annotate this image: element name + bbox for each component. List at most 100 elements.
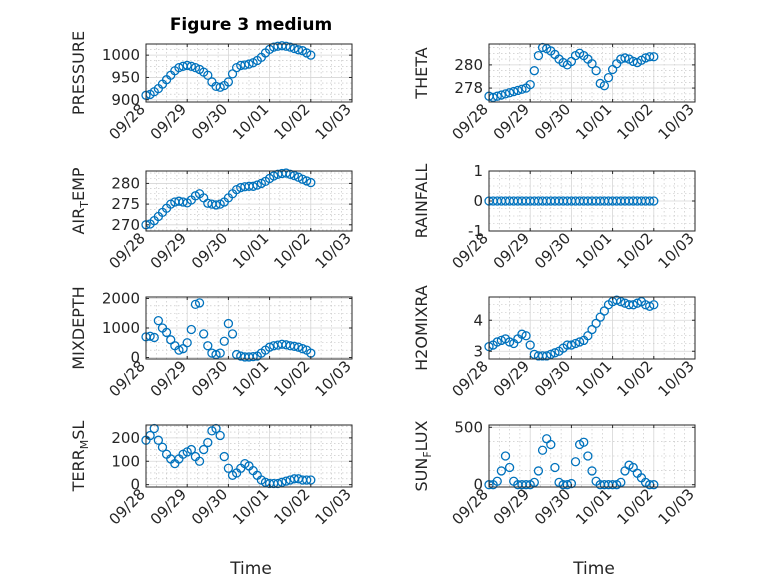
data-point xyxy=(269,171,279,181)
data-point xyxy=(570,457,581,467)
series-air-temp xyxy=(141,168,316,230)
subplot-grid: 900950100009/2809/2909/3010/0110/0210/03… xyxy=(69,31,698,528)
data-point xyxy=(599,306,610,316)
data-point xyxy=(587,466,597,476)
grid-lines xyxy=(146,44,352,102)
y-tick-label: 0 xyxy=(473,192,483,210)
y-axis-label: AIRTEMP xyxy=(69,167,91,234)
x-tick-label: 10/01 xyxy=(229,357,272,400)
data-point xyxy=(645,196,655,206)
data-point xyxy=(281,168,291,178)
x-tick-label: 10/02 xyxy=(613,485,656,528)
data-point xyxy=(186,324,196,335)
x-tick-label: 09/29 xyxy=(490,229,533,272)
x-tick-label: 09/30 xyxy=(531,229,574,272)
data-point xyxy=(215,348,225,358)
x-tick-label: 10/02 xyxy=(270,357,313,400)
subplot-4: -10109/2809/2909/3010/0110/0210/03RAINFA… xyxy=(412,162,698,272)
data-point xyxy=(293,45,304,55)
data-point xyxy=(302,176,312,186)
x-tick-label: 09/29 xyxy=(490,485,533,528)
x-tick-label: 10/01 xyxy=(229,485,272,528)
data-point xyxy=(537,445,548,455)
data-point xyxy=(521,331,531,341)
x-tick-label: 10/02 xyxy=(613,357,656,400)
data-point xyxy=(277,477,287,487)
data-point xyxy=(182,60,192,71)
x-tick-label: 09/30 xyxy=(188,485,231,528)
x-tick-label: 09/30 xyxy=(188,357,231,400)
x-tick-label: 09/29 xyxy=(147,100,190,143)
y-tick-label: 500 xyxy=(454,418,483,436)
data-point xyxy=(227,329,238,339)
data-point xyxy=(293,342,304,352)
y-tick-label: 100 xyxy=(111,452,140,470)
y-axis-label: THETA xyxy=(412,47,431,99)
x-tick-label: 10/03 xyxy=(312,100,355,143)
data-point xyxy=(302,475,312,485)
data-point xyxy=(579,437,589,447)
data-point xyxy=(587,324,597,335)
data-point xyxy=(297,344,308,354)
x-tick-label: 10/01 xyxy=(572,485,615,528)
series-theta xyxy=(484,42,659,103)
data-point xyxy=(504,88,515,98)
data-point xyxy=(620,53,630,63)
y-tick-label: 2000 xyxy=(102,289,140,307)
data-point xyxy=(612,295,622,305)
data-point xyxy=(603,72,614,83)
x-tick-label: 10/03 xyxy=(655,485,698,528)
x-tick-label: 09/28 xyxy=(106,357,149,400)
data-point xyxy=(306,475,316,485)
figure-title: Figure 3 medium xyxy=(170,15,332,35)
data-point xyxy=(161,327,172,338)
data-point xyxy=(194,298,205,308)
data-point xyxy=(570,338,581,349)
data-point xyxy=(496,466,507,476)
data-point xyxy=(203,70,213,80)
data-point xyxy=(153,435,164,445)
data-point xyxy=(587,59,597,69)
data-point xyxy=(525,340,535,350)
y-tick-label: 280 xyxy=(454,56,483,74)
x-tick-label: 10/02 xyxy=(270,100,313,143)
x-tick-label: 09/28 xyxy=(449,100,492,143)
y-axis-label: SUNFLUX xyxy=(412,420,434,491)
data-point xyxy=(285,169,295,179)
y-tick-label: 278 xyxy=(454,79,483,97)
data-point xyxy=(550,348,560,358)
data-point xyxy=(492,91,502,101)
y-tick-label: 3 xyxy=(473,342,483,360)
x-tick-label: 09/28 xyxy=(449,357,492,400)
data-point xyxy=(289,170,299,181)
grid-lines xyxy=(146,425,352,487)
data-point xyxy=(583,331,593,341)
data-point xyxy=(525,79,535,90)
data-point xyxy=(215,82,225,92)
data-point xyxy=(649,52,659,62)
data-point xyxy=(157,442,168,452)
y-tick-label: 0 xyxy=(130,349,140,367)
x-tick-label: 09/28 xyxy=(106,485,149,528)
data-point xyxy=(517,84,527,94)
data-point xyxy=(607,480,618,490)
data-point xyxy=(616,296,626,307)
data-point xyxy=(211,200,221,210)
data-point xyxy=(492,476,502,486)
data-point xyxy=(599,81,610,91)
data-point xyxy=(281,41,291,51)
data-point xyxy=(252,180,262,190)
y-tick-label: -1 xyxy=(468,222,483,240)
y-tick-label: 0 xyxy=(130,476,140,494)
y-tick-label: 0 xyxy=(473,476,483,494)
data-point xyxy=(281,476,291,486)
data-point xyxy=(504,337,515,347)
data-point xyxy=(306,177,316,188)
data-point xyxy=(517,329,527,339)
x-tick-label: 10/03 xyxy=(312,485,355,528)
y-tick-label: 950 xyxy=(111,68,140,86)
data-point xyxy=(223,77,234,87)
